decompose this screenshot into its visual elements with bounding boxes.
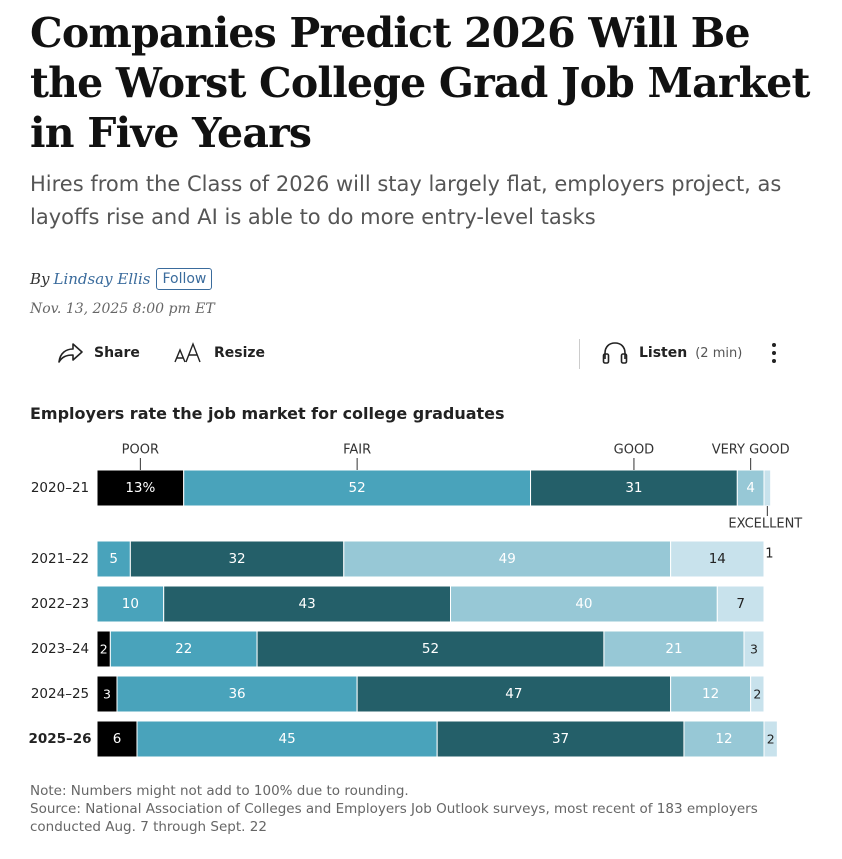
bar-segment-excellent [716,585,765,623]
by-prefix: By [30,270,50,288]
bar-segment-very-good [343,540,672,578]
data-label: 52 [422,641,439,657]
data-label: 31 [625,480,642,496]
bar-segment-fair [109,630,258,668]
legend-good: GOOD [614,443,655,458]
data-label: 43 [299,596,316,612]
data-label: 45 [279,731,296,747]
data-label: 2 [753,687,761,702]
data-label: 6 [113,731,122,747]
data-label: 10 [122,596,139,612]
legend-very-good: VERY GOOD [712,443,790,458]
bar-segment-very-good [670,675,752,713]
data-label: 3 [750,642,758,657]
source-text: Source: National Association of Colleges… [30,801,758,835]
data-label: 37 [552,731,569,747]
data-label: 1 [765,547,773,562]
listen-button[interactable]: Listen (2 min) [601,338,742,368]
bar-segment-good [129,540,345,578]
bar-segment-very-good [603,630,745,668]
data-label: 21 [665,641,682,657]
bar-segment-excellent [750,675,765,713]
more-dot-icon [772,343,776,347]
data-label: 2 [100,642,108,657]
toolbar-divider [579,339,580,369]
legend-excellent: EXCELLENT [728,517,802,532]
chart-title: Employers rate the job market for colleg… [30,404,505,423]
data-label: 49 [499,551,516,567]
bar-segment-excellent [743,630,765,668]
headline: Companies Predict 2026 Will Be the Worst… [30,9,810,157]
bar-segment-fair [183,469,532,507]
row-label-2020–21: 2020–21 [31,480,89,496]
bar-segment-fair [116,675,358,713]
bar-segment-good [256,630,605,668]
resize-button[interactable]: Resize [174,338,265,368]
data-label: 32 [228,551,245,567]
listen-duration: (2 min) [695,345,743,361]
legend-poor: POOR [122,443,159,458]
row-label-2023–24: 2023–24 [31,641,89,657]
data-label: 3 [103,687,111,702]
data-label: 52 [349,480,366,496]
data-label: 13% [125,480,155,496]
bar-segment-fair [96,540,131,578]
timestamp: Nov. 13, 2025 8:00 pm ET [30,301,215,317]
data-label: 12 [715,731,732,747]
note-text: Note: Numbers might not add to 100% due … [30,783,409,799]
headphones-icon [602,342,628,364]
share-icon [58,343,83,363]
bar-segment-good [163,585,452,623]
data-label: 22 [175,641,192,657]
dek: Hires from the Class of 2026 will stay l… [30,172,782,229]
bar-segment-good [356,675,672,713]
bar-segment-excellent [763,469,772,507]
data-label: 5 [109,551,118,567]
follow-button[interactable]: Follow [156,268,213,290]
bar-segment-good [436,720,685,758]
row-label-2025–26: 2025–26 [28,731,91,747]
data-label: 7 [736,596,745,612]
share-button[interactable]: Share [56,338,140,368]
data-label: 40 [575,596,592,612]
bar-segment-very-good [683,720,765,758]
more-dot-icon [772,351,776,355]
data-label: 12 [702,686,719,702]
data-label: 47 [505,686,522,702]
byline: By Lindsay Ellis Follow [30,268,213,290]
data-label: 4 [746,480,755,496]
row-label-2021–22: 2021–22 [31,551,89,567]
resize-icon [174,342,201,363]
more-options-button[interactable] [764,339,784,369]
bar-segment-fair [96,585,165,623]
resize-label: Resize [214,345,266,361]
data-label: 2 [767,732,775,747]
author-link[interactable]: Lindsay Ellis [53,270,151,288]
listen-label: Listen [639,345,688,361]
row-label-2022–23: 2022–23 [31,596,89,612]
data-label: 36 [228,686,245,702]
bar-segment-excellent [763,720,778,758]
legend-fair: FAIR [343,443,371,458]
share-label: Share [94,345,140,361]
more-dot-icon [772,359,776,363]
data-label: 14 [709,551,726,567]
bar-segment-fair [136,720,438,758]
bar-segment-excellent [670,540,765,578]
chart-notes: Note: Numbers might not add to 100% due … [30,782,820,836]
bar-segment-poor [96,469,185,507]
row-label-2024–25: 2024–25 [31,686,89,702]
